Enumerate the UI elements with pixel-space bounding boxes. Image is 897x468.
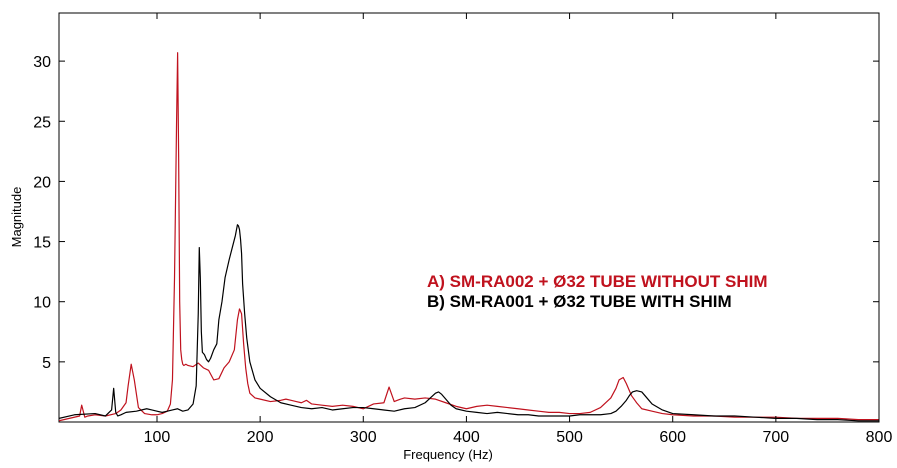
axes-layer: 100 200 300 400 500 600 700 800 5 10 15 20 25 30	[33, 13, 892, 446]
legend-entry-b: B) SM-RA001 + Ø32 TUBE WITH SHIM	[427, 292, 732, 311]
x-tick-label: 800	[866, 429, 893, 446]
x-axis-title: Frequency (Hz)	[403, 447, 493, 462]
legend: A) SM-RA002 + Ø32 TUBE WITHOUT SHIM B) S…	[427, 272, 768, 311]
y-tick-label: 20	[33, 174, 51, 191]
y-tick-label: 25	[33, 114, 51, 131]
x-tick-label: 500	[556, 429, 583, 446]
x-tick-label: 700	[763, 429, 790, 446]
series-line-a	[59, 52, 879, 422]
y-tick-label: 5	[42, 355, 51, 372]
y-axis-title: Magnitude	[9, 187, 24, 248]
y-tick-label: 30	[33, 54, 51, 71]
x-tick-label: 200	[247, 429, 274, 446]
plot-frame	[58, 12, 880, 423]
x-tick-label: 300	[350, 429, 377, 446]
y-tick-label: 10	[33, 295, 51, 312]
series-line-b	[59, 224, 879, 422]
x-tick-label: 600	[659, 429, 686, 446]
x-tick-label: 100	[144, 429, 171, 446]
x-tick-label: 400	[453, 429, 480, 446]
legend-entry-a: A) SM-RA002 + Ø32 TUBE WITHOUT SHIM	[427, 272, 768, 291]
y-tick-label: 15	[33, 235, 51, 252]
series-layer	[59, 52, 879, 422]
